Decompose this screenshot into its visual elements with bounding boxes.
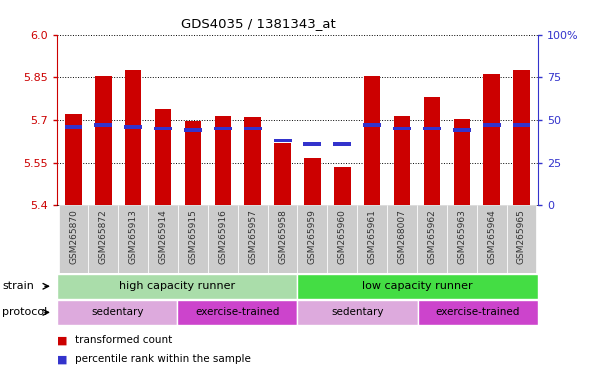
Text: GSM265872: GSM265872 <box>99 209 108 263</box>
Bar <box>125 70 141 205</box>
Bar <box>273 139 291 142</box>
Text: sedentary: sedentary <box>331 307 384 318</box>
Bar <box>477 205 507 273</box>
Bar <box>177 300 297 325</box>
Bar <box>513 123 531 127</box>
Bar <box>507 205 537 273</box>
Bar <box>423 127 441 131</box>
Bar <box>215 116 231 205</box>
Bar <box>274 143 291 205</box>
Bar <box>328 205 357 273</box>
Bar <box>148 205 178 273</box>
Bar <box>513 70 529 205</box>
Text: strain: strain <box>2 281 34 291</box>
Text: ■: ■ <box>57 354 67 364</box>
Bar <box>66 114 82 205</box>
Bar <box>304 159 321 205</box>
Bar <box>267 205 297 273</box>
Text: GSM265959: GSM265959 <box>308 209 317 264</box>
Bar <box>424 97 440 205</box>
Bar <box>88 205 118 273</box>
Bar <box>124 125 142 129</box>
Bar <box>417 205 447 273</box>
Bar <box>334 142 351 146</box>
Bar <box>297 274 538 299</box>
Text: ■: ■ <box>57 335 67 345</box>
Bar <box>357 205 387 273</box>
Text: GSM265961: GSM265961 <box>368 209 377 264</box>
Bar <box>155 109 171 205</box>
Text: GSM265916: GSM265916 <box>218 209 227 264</box>
Bar <box>245 117 261 205</box>
Text: GSM265962: GSM265962 <box>427 209 436 263</box>
Text: exercise-trained: exercise-trained <box>195 307 279 318</box>
Text: sedentary: sedentary <box>91 307 144 318</box>
Bar <box>483 123 501 127</box>
Bar <box>244 127 261 131</box>
Text: GSM265870: GSM265870 <box>69 209 78 264</box>
Text: percentile rank within the sample: percentile rank within the sample <box>75 354 251 364</box>
Text: GSM265958: GSM265958 <box>278 209 287 264</box>
Bar <box>94 123 112 127</box>
Bar <box>214 127 232 131</box>
Text: GSM265913: GSM265913 <box>129 209 138 264</box>
Text: GSM265963: GSM265963 <box>457 209 466 264</box>
Bar <box>418 300 538 325</box>
Bar <box>334 167 350 205</box>
Bar <box>64 125 82 129</box>
Bar <box>184 128 202 132</box>
Bar <box>118 205 148 273</box>
Bar <box>393 127 411 131</box>
Bar <box>185 121 201 205</box>
Text: exercise-trained: exercise-trained <box>436 307 520 318</box>
Bar <box>304 142 322 146</box>
Bar <box>58 205 88 273</box>
Text: GSM268007: GSM268007 <box>397 209 406 264</box>
Text: GSM265915: GSM265915 <box>189 209 198 264</box>
Text: GSM265964: GSM265964 <box>487 209 496 263</box>
Bar <box>95 76 112 205</box>
Bar <box>483 74 500 205</box>
Bar <box>238 205 267 273</box>
Text: low capacity runner: low capacity runner <box>362 281 473 291</box>
Text: GSM265960: GSM265960 <box>338 209 347 264</box>
Bar <box>57 274 297 299</box>
Bar <box>178 205 208 273</box>
Text: transformed count: transformed count <box>75 335 172 345</box>
Bar <box>447 205 477 273</box>
Text: protocol: protocol <box>2 307 47 318</box>
Bar <box>154 127 172 131</box>
Text: high capacity runner: high capacity runner <box>119 281 236 291</box>
Bar <box>454 119 470 205</box>
Bar <box>297 205 328 273</box>
Bar <box>387 205 417 273</box>
Bar <box>453 128 471 132</box>
Text: GSM265957: GSM265957 <box>248 209 257 264</box>
Bar <box>208 205 238 273</box>
Bar <box>297 300 418 325</box>
Bar <box>363 123 381 127</box>
Text: GSM265914: GSM265914 <box>159 209 168 263</box>
Text: GSM265965: GSM265965 <box>517 209 526 264</box>
Bar <box>364 76 380 205</box>
Bar <box>394 116 410 205</box>
Text: GDS4035 / 1381343_at: GDS4035 / 1381343_at <box>181 17 336 30</box>
Bar <box>57 300 177 325</box>
